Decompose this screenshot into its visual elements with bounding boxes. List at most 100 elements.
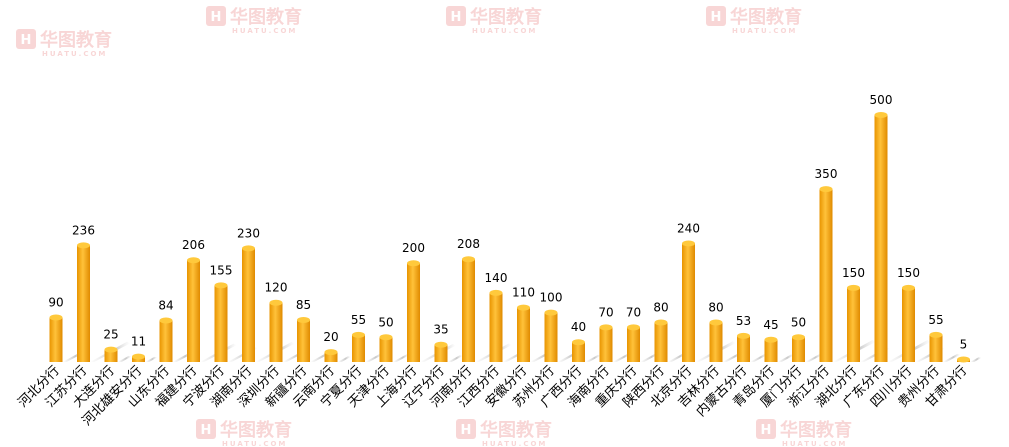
bar xyxy=(599,327,613,362)
bar-series xyxy=(49,112,970,363)
data-label: 20 xyxy=(323,330,338,344)
bar-cap xyxy=(599,324,613,331)
data-label: 240 xyxy=(677,221,700,235)
svg-text:H: H xyxy=(711,10,722,25)
bar-cap xyxy=(214,282,228,289)
data-label: 200 xyxy=(402,241,425,255)
bar xyxy=(709,322,723,362)
bar-cap xyxy=(654,319,668,326)
bar xyxy=(517,307,530,362)
bar-cap xyxy=(957,356,970,363)
bar-cap xyxy=(132,353,145,360)
bar-shadow xyxy=(777,354,795,362)
bar xyxy=(682,243,695,362)
bar xyxy=(902,287,915,362)
svg-text:H: H xyxy=(211,10,222,25)
data-label: 80 xyxy=(653,300,668,314)
svg-text:华图教育: 华图教育 xyxy=(480,419,552,441)
bar-shadow xyxy=(365,353,383,362)
bar xyxy=(297,320,310,362)
bar-cap xyxy=(159,317,173,324)
data-label: 155 xyxy=(210,263,233,277)
bar-cap xyxy=(709,319,723,326)
data-label: 350 xyxy=(815,167,838,181)
bar-cap xyxy=(682,240,695,247)
bar-cap xyxy=(324,349,338,356)
data-label: 55 xyxy=(351,313,366,327)
data-labels: 90 236 25 11 84 206 155 230 120 85 20 55 50 200 35 208 1… xyxy=(48,93,967,352)
bar-cap xyxy=(737,332,750,339)
data-label: 45 xyxy=(763,318,778,332)
data-label: 90 xyxy=(48,296,63,310)
bar-shadow xyxy=(585,354,601,362)
bar xyxy=(159,320,173,362)
data-label: 40 xyxy=(571,320,586,334)
bar xyxy=(379,337,393,362)
data-label: 150 xyxy=(842,266,865,280)
svg-text:HUATU.COM: HUATU.COM xyxy=(472,27,537,35)
data-label: 120 xyxy=(265,281,288,295)
data-label: 150 xyxy=(897,266,920,280)
bar-cap xyxy=(847,284,860,291)
data-label: 236 xyxy=(72,223,95,237)
bar-cap xyxy=(544,309,558,316)
bar xyxy=(929,334,943,362)
bar-cap xyxy=(407,260,420,267)
bar-shadow xyxy=(970,357,982,362)
bar-cap xyxy=(627,324,640,331)
data-label: 53 xyxy=(736,314,751,328)
data-label: 70 xyxy=(626,305,641,319)
bar xyxy=(269,302,283,362)
bar xyxy=(352,334,365,362)
bar-cap xyxy=(434,341,448,348)
svg-text:华图教育: 华图教育 xyxy=(230,6,302,28)
bar xyxy=(242,248,255,362)
svg-text:HUATU.COM: HUATU.COM xyxy=(42,50,107,58)
bar xyxy=(77,245,90,362)
bar-cap xyxy=(269,299,283,306)
bar xyxy=(654,322,668,362)
bar-cap xyxy=(764,336,778,343)
data-label: 5 xyxy=(960,338,968,352)
bar xyxy=(462,259,475,362)
bar-cap xyxy=(297,317,310,324)
bar-cap xyxy=(572,339,585,346)
svg-text:HUATU.COM: HUATU.COM xyxy=(782,440,847,447)
bar xyxy=(874,115,888,362)
svg-text:H: H xyxy=(461,423,472,438)
bar xyxy=(819,189,833,362)
data-label: 140 xyxy=(485,271,508,285)
bar-cap xyxy=(187,257,200,264)
svg-text:华图教育: 华图教育 xyxy=(780,419,852,441)
bar-cap xyxy=(104,346,118,353)
svg-text:HUATU.COM: HUATU.COM xyxy=(732,27,797,35)
bar-shadow xyxy=(805,354,823,362)
bar xyxy=(434,344,448,362)
bar xyxy=(627,327,640,362)
bar-cap xyxy=(77,242,90,249)
bar-shadow xyxy=(942,353,961,362)
data-label: 100 xyxy=(540,291,563,305)
data-label: 50 xyxy=(791,315,806,329)
svg-text:HUATU.COM: HUATU.COM xyxy=(482,440,547,447)
data-label: 230 xyxy=(237,226,260,240)
bar-cap xyxy=(242,245,255,252)
bar-cap xyxy=(49,314,63,321)
bar-shadow xyxy=(117,355,132,362)
data-label: 500 xyxy=(870,93,893,107)
bar-cap xyxy=(792,334,805,341)
data-label: 206 xyxy=(182,238,205,252)
bar-shadow xyxy=(392,354,410,362)
bar xyxy=(764,339,778,362)
svg-text:HUATU.COM: HUATU.COM xyxy=(232,27,297,35)
bar xyxy=(214,285,228,362)
